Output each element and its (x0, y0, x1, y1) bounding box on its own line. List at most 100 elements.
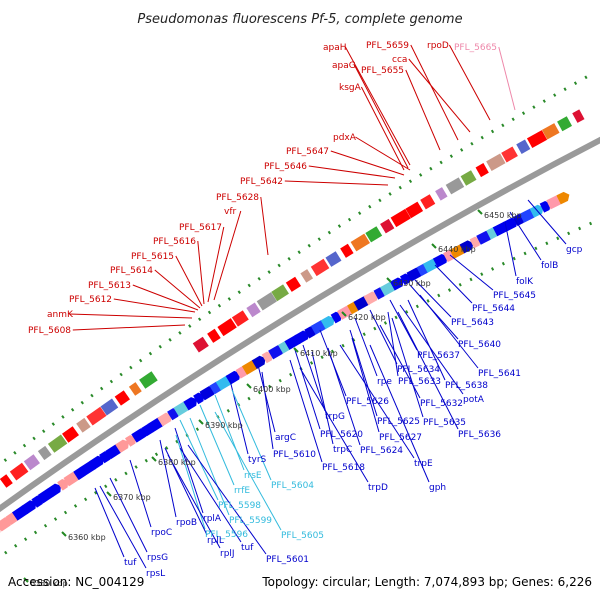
label-leader (113, 298, 196, 313)
gene-label[interactable]: PFL_5618 (322, 463, 365, 473)
gene-label[interactable]: PFL_5610 (273, 450, 316, 460)
label-leader (419, 294, 479, 369)
gene-label[interactable]: PFL_5596 (205, 530, 248, 540)
gene-label[interactable]: gcp (566, 245, 583, 255)
lower-gene-block (261, 351, 273, 364)
gene-label[interactable]: PFL_5608 (28, 326, 71, 336)
gene-label[interactable]: rplA (203, 514, 222, 524)
gene-label[interactable]: trpD (368, 483, 388, 493)
kbp-tick-mark (23, 577, 29, 583)
kbp-tick-mark (431, 243, 437, 249)
label-leader (311, 351, 334, 445)
gene-label[interactable]: PFL_5626 (346, 397, 389, 407)
gene-label[interactable]: gph (429, 483, 446, 493)
gene-label[interactable]: PFL_5644 (472, 304, 515, 314)
gene-label[interactable]: PFL_5624 (360, 446, 403, 456)
label-leader (187, 444, 267, 555)
gene-label[interactable]: rpsL (146, 569, 165, 579)
gene-label[interactable]: apaH (323, 43, 347, 53)
label-leader (434, 264, 473, 304)
gene-label[interactable]: PFL_5659 (366, 41, 409, 51)
gene-label[interactable]: PFL_5636 (458, 430, 501, 440)
gene-features (0, 109, 585, 536)
label-leader (257, 364, 276, 433)
gene-label[interactable]: rrsE (244, 471, 262, 481)
gene-label[interactable]: apaG (332, 61, 356, 71)
kbp-tick-label: 6410 kbp (300, 349, 338, 358)
gene-label[interactable]: PFL_5638 (445, 381, 488, 391)
gene-label[interactable]: pdxA (333, 133, 357, 143)
gene-label[interactable]: PFL_5655 (361, 66, 404, 76)
gene-label[interactable]: cca (392, 55, 407, 65)
gene-label[interactable]: PFL_5637 (417, 351, 460, 361)
gene-label[interactable]: PFL_5614 (110, 266, 153, 276)
lower-gene-block (183, 397, 198, 411)
gene-label[interactable]: vfr (224, 207, 236, 217)
gene-label[interactable]: PFL_5643 (451, 318, 494, 328)
gene-label[interactable]: PFL_5634 (397, 365, 440, 375)
label-leader (154, 269, 201, 309)
gene-label[interactable]: PFL_5646 (264, 162, 307, 172)
gene-label[interactable]: PFL_5620 (320, 430, 363, 440)
gene-label[interactable]: trpC (333, 445, 352, 455)
gene-label[interactable]: PFL_5645 (493, 291, 536, 301)
gene-label[interactable]: PFL_5633 (398, 377, 441, 387)
gene-label[interactable]: argC (275, 433, 296, 443)
gene-label[interactable]: PFL_5628 (216, 193, 259, 203)
upper-gene-block (380, 218, 395, 234)
lower-gene-block (124, 435, 137, 447)
gene-label[interactable]: PFL_5642 (240, 177, 283, 187)
gene-label[interactable]: PFL_5605 (281, 531, 324, 541)
gene-label[interactable]: rpe (377, 377, 392, 387)
kbp-tick-label: 6430 kbp (393, 279, 431, 288)
upper-gene-block (516, 139, 531, 154)
gene-label[interactable]: PFL_5641 (478, 369, 521, 379)
gene-label[interactable]: ksgA (339, 83, 362, 93)
gene-label[interactable]: tuf (124, 558, 137, 568)
gene-label[interactable]: trpG (325, 412, 345, 422)
label-leader (389, 299, 418, 351)
gene-label[interactable]: folB (541, 261, 558, 271)
gene-label[interactable]: PFL_5599 (229, 516, 272, 526)
label-leader (231, 389, 272, 481)
upper-gene-block (256, 292, 277, 311)
gene-label[interactable]: trpE (414, 459, 433, 469)
label-leader (308, 165, 396, 179)
gene-label[interactable]: PFL_5613 (88, 281, 131, 291)
gene-label[interactable]: potA (463, 395, 485, 405)
gene-label[interactable]: rpoD (427, 41, 449, 51)
gene-label[interactable]: rplJ (220, 549, 235, 559)
gene-label[interactable]: tyrS (248, 455, 267, 465)
gene-label[interactable]: PFL_5615 (131, 252, 174, 262)
gene-label[interactable]: tuf (241, 543, 254, 553)
gene-label[interactable]: PFL_5632 (420, 399, 463, 409)
gene-label[interactable]: PFL_5617 (179, 223, 222, 233)
label-leader (449, 254, 494, 291)
gene-label[interactable]: PFL_5616 (153, 237, 196, 247)
gene-label[interactable]: PFL_5665 (454, 43, 497, 53)
gene-label[interactable]: PFL_5625 (377, 417, 420, 427)
gene-label[interactable]: anmK (47, 310, 74, 320)
label-leader (414, 279, 452, 318)
gene-label[interactable]: PFL_5604 (271, 481, 314, 491)
gene-label[interactable]: rpoB (176, 518, 197, 528)
gene-label[interactable]: PFL_5647 (286, 147, 329, 157)
gene-label[interactable]: PFL_5598 (218, 501, 261, 511)
gene-label[interactable]: rpsG (147, 553, 168, 563)
gene-label[interactable]: PFL_5612 (69, 295, 112, 305)
gene-label[interactable]: rrfE (234, 486, 250, 496)
upper-gene-block (76, 417, 91, 433)
label-leader (330, 150, 405, 176)
upper-gene-block (350, 233, 370, 252)
lower-gene-block (115, 439, 129, 453)
upper-gene-block (420, 194, 436, 210)
gene-label[interactable]: rpoC (151, 528, 172, 538)
gene-label[interactable]: folK (516, 277, 534, 287)
gene-label[interactable]: PFL_5640 (458, 340, 501, 350)
gene-label[interactable]: PFL_5601 (266, 555, 309, 565)
gene-label[interactable]: rplL (207, 536, 224, 546)
upper-gene-block (501, 146, 518, 163)
gene-label[interactable]: PFL_5627 (379, 433, 422, 443)
upper-gene-block (246, 302, 261, 318)
gene-label[interactable]: PFL_5635 (423, 418, 466, 428)
